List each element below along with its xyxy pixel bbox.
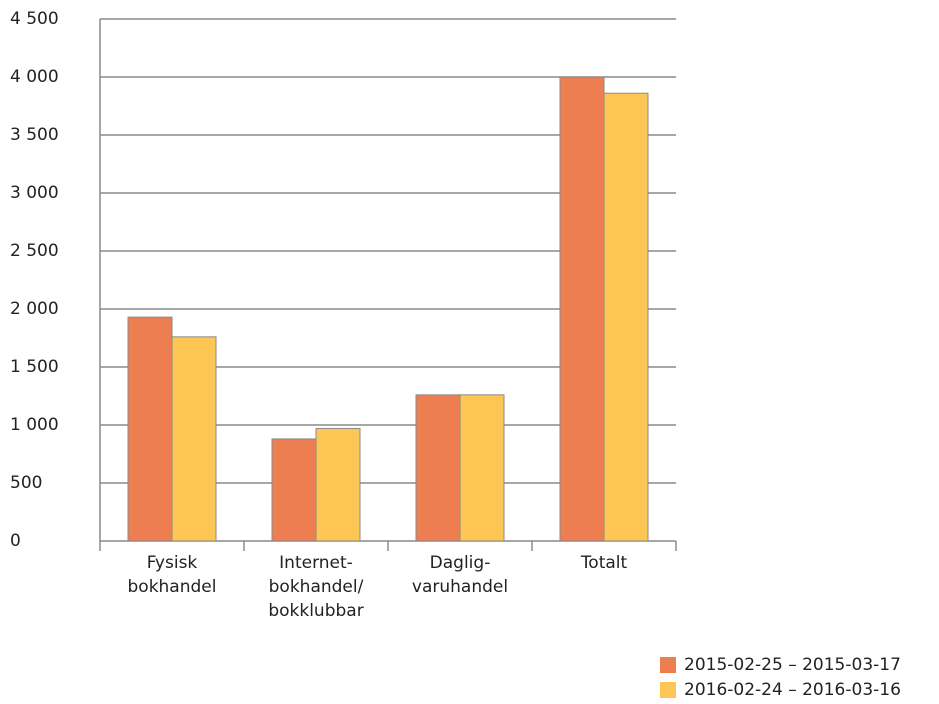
y-tick-label: 500 [10,473,42,493]
x-tick-label: Totalt [580,553,628,573]
y-tick-label: 2 000 [10,299,59,319]
bar [459,394,505,542]
y-tick-label: 1 500 [10,357,59,377]
y-tick-label: 3 500 [10,125,59,145]
y-tick-label: 4 000 [10,67,59,87]
y-tick-label: 1 000 [10,415,59,435]
legend-swatch [660,657,676,673]
y-tick-label: 4 500 [10,9,59,29]
y-tick-label: 3 000 [10,183,59,203]
legend-swatch [660,682,676,698]
x-tick-label: Daglig-varuhandel [412,553,508,597]
bar [415,394,461,542]
bar [171,336,217,542]
y-tick-label: 0 [10,531,21,551]
bar [315,427,361,542]
legend-label: 2016-02-24 – 2016-03-16 [684,680,901,700]
x-tick-label: Internet-bokhandel/bokklubbar [268,553,363,621]
bar [603,92,649,542]
x-tick-label: Fysisk bokhandel [128,553,217,597]
bar [271,438,317,542]
legend-label: 2015-02-25 – 2015-03-17 [684,655,901,675]
bar [559,76,605,542]
y-tick-label: 2 500 [10,241,59,261]
bar [127,316,173,542]
